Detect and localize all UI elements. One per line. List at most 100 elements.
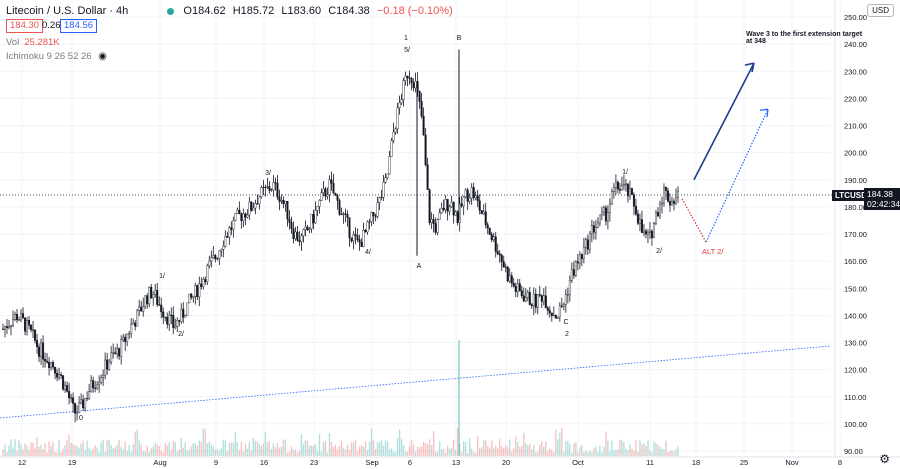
candle-body <box>36 340 39 348</box>
candle-body <box>320 192 323 201</box>
volume-bar <box>517 442 519 456</box>
y-tick-label: 100.00 <box>844 420 867 429</box>
price-axis[interactable]: 90.00 100.00 110.00 120.00 130.00 140.00 150.0… <box>834 0 867 457</box>
volume-bar <box>448 448 451 456</box>
candle-body <box>536 294 539 308</box>
volume-bar <box>593 448 595 456</box>
candle-body <box>306 226 309 231</box>
volume-bar <box>529 443 531 456</box>
candle-body <box>466 189 469 202</box>
volume-bar <box>661 448 663 456</box>
volume-bar <box>537 451 539 456</box>
sell-price-button[interactable]: 184.30 <box>6 19 44 33</box>
candle-body <box>550 312 553 316</box>
wave-label: 1/ <box>159 273 165 280</box>
candle-body <box>362 229 365 247</box>
x-tick-label: 11 <box>646 458 654 467</box>
time-axis[interactable]: 12 19 Aug 9 16 23 Sep 6 13 20 Oct 11 18 25 Nov 8 <box>0 456 900 467</box>
volume-bar <box>426 444 429 456</box>
candle-body <box>254 203 257 209</box>
volume-bar <box>56 452 58 456</box>
volume-indicator[interactable]: Vol 25.281K <box>6 37 60 48</box>
candle-body <box>646 232 649 235</box>
candle-body <box>464 189 467 198</box>
open-label: O <box>183 5 192 17</box>
settings-gear-icon[interactable]: ⚙ <box>879 452 890 466</box>
candle-body <box>620 185 623 191</box>
volume-bar <box>428 439 431 456</box>
volume-bar <box>212 446 215 456</box>
candle-body <box>280 200 283 202</box>
candle-body <box>336 195 339 201</box>
x-tick-label: 8 <box>838 458 842 467</box>
volume-bar <box>40 444 42 456</box>
candle-body <box>228 227 231 238</box>
candle-body <box>442 208 445 210</box>
symbol-title[interactable]: Litecoin / U.S. Dollar · 4h <box>6 5 129 17</box>
volume-bar <box>232 442 235 456</box>
candle-body <box>324 188 327 197</box>
volume-bar <box>342 447 345 456</box>
volume-bar <box>208 441 211 456</box>
volume-bar <box>160 450 162 456</box>
candle-body <box>322 188 325 193</box>
volume-bar <box>138 440 140 456</box>
candle-body <box>316 206 319 211</box>
candle-body <box>452 201 455 216</box>
volume-bar <box>190 446 192 456</box>
y-tick-label: 220.00 <box>844 94 867 103</box>
volume-bar <box>244 443 247 456</box>
ichimoku-indicator[interactable]: Ichimoku 9 26 52 26 ◉ <box>6 51 107 62</box>
volume-bar <box>284 439 287 456</box>
candle-body <box>326 194 329 197</box>
candle-body <box>74 403 77 414</box>
volume-bar <box>669 450 671 456</box>
volume-bar <box>62 448 64 456</box>
candle-body <box>668 201 671 206</box>
volume-bar <box>290 446 293 456</box>
candle-body <box>628 188 631 197</box>
volume-bar <box>20 444 22 456</box>
volume-bar <box>366 450 369 456</box>
eye-hidden-icon[interactable]: ◉ <box>98 51 107 62</box>
volume-bar <box>525 443 527 456</box>
volume-bar <box>36 437 38 456</box>
candle-body <box>638 219 641 224</box>
candle-body <box>198 283 201 298</box>
projection-arrows <box>681 62 769 243</box>
candle-body <box>162 311 165 318</box>
symbol-price-tag: LTCUSD <box>832 190 870 201</box>
currency-button[interactable]: USD <box>867 4 894 17</box>
candle-body <box>34 329 37 341</box>
volume-bar <box>182 447 184 456</box>
buy-price-button[interactable]: 184.56 <box>60 19 98 33</box>
volume-bar <box>102 439 104 456</box>
volume-bar <box>571 452 573 456</box>
candle-body <box>302 229 305 236</box>
volume-bar <box>90 450 92 456</box>
candle-body <box>586 239 589 250</box>
volume-bar <box>462 441 465 456</box>
volume-bar <box>314 444 317 456</box>
candle-body <box>164 316 167 318</box>
volume-bar <box>58 439 60 456</box>
candle-body <box>106 359 109 370</box>
candle-body <box>564 294 567 305</box>
candle-body <box>396 107 399 130</box>
candle-body <box>248 201 251 216</box>
volume-bar <box>224 440 227 456</box>
candle-body <box>194 285 197 297</box>
candle-body <box>170 314 173 316</box>
volume-bar <box>216 449 219 456</box>
candle-body <box>84 398 87 409</box>
candle-body <box>602 207 605 213</box>
alt-projection-line <box>705 108 769 243</box>
grid-lines <box>0 0 841 455</box>
volume-bar <box>52 441 54 456</box>
candle-body <box>196 285 199 298</box>
candle-body <box>44 359 47 362</box>
candle-body <box>104 359 107 376</box>
x-tick-label: 16 <box>260 458 268 467</box>
candle-body <box>160 304 163 313</box>
